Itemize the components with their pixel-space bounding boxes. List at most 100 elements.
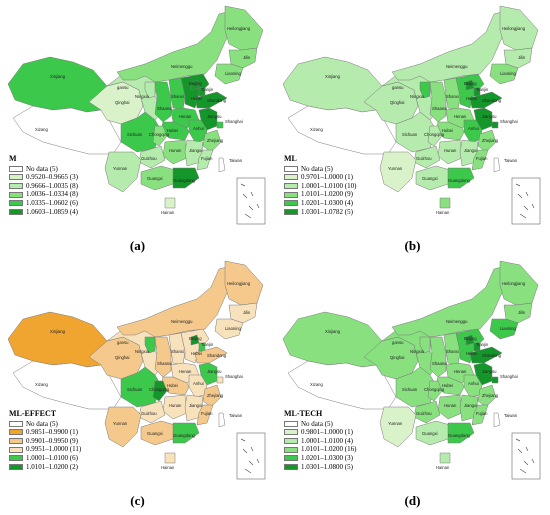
province-label-taiwan: Taiwan: [229, 158, 243, 163]
province-label-taiwan: Taiwan: [504, 158, 518, 163]
province-yunnan: [379, 406, 417, 448]
province-label-xizang: Xizang: [310, 127, 323, 132]
province-label-hunan: Hunan: [444, 148, 457, 153]
legend-label: 1.0201–1.0300 (4): [301, 198, 353, 207]
province-shaanxi: [429, 336, 447, 378]
legend-item: 1.0201–1.0300 (3): [284, 454, 356, 463]
inset-islands: [515, 183, 535, 219]
legend-label: 0.9801–1.0000 (1): [301, 428, 353, 437]
province-label-sichuan: Sichuan: [127, 132, 143, 137]
province-label-zhejiang: Zhejiang: [482, 393, 499, 398]
province-label-zhejiang: Zhejiang: [482, 138, 499, 143]
map-b: Heilongjiang Jilin Liaoning Neimenggu Xinjia…: [282, 5, 541, 225]
province-label-xizang: Xizang: [35, 127, 48, 132]
legend-item: 1.0001–1.0100 (10): [284, 182, 356, 191]
province-label-anhui: Anhui: [193, 381, 204, 386]
legend-swatch: [284, 183, 298, 190]
province-label-hainan: Hainan: [161, 210, 175, 215]
province-hainan: [164, 452, 176, 464]
province-ningxia: [419, 81, 431, 99]
legend-item: 1.0301–1.0782 (5): [284, 208, 356, 217]
legend-swatch: [284, 429, 298, 436]
province-label-henan: Henan: [179, 114, 192, 119]
legend-item: No data (5): [9, 165, 78, 174]
legend-label: 0.9951–1.0000 (11): [26, 445, 82, 454]
legend-c: ML-EFFECT No data (5) 0.9851–0.9900 (1) 0.…: [9, 409, 81, 472]
legend-swatch: [284, 438, 298, 445]
province-label-chongqing: Chongqing: [149, 387, 170, 392]
province-label-guizhou: Guizhou: [416, 411, 432, 416]
province-chongqing: [152, 380, 168, 402]
province-ningxia: [419, 336, 431, 354]
province-label-shanghai: Shanghai: [225, 374, 243, 379]
south-china-sea-inset: [511, 432, 541, 480]
province-label-beijing: Beijing: [189, 336, 202, 341]
province-label-beijing: Beijing: [189, 81, 202, 86]
legend-item: 0.9701–1.0000 (1): [284, 173, 356, 182]
legend-label: 0.9701–1.0000 (1): [301, 173, 353, 182]
legend-swatch: [9, 463, 23, 470]
province-label-tianjin: Tianjin: [201, 87, 214, 92]
legend-label: 1.0201–1.0300 (3): [301, 453, 353, 462]
province-label-jilin: Jilin: [243, 310, 251, 315]
inset-islands: [515, 438, 535, 474]
province-label-jiangxi: Jiangxi: [464, 148, 477, 153]
province-label-tianjin: Tianjin: [476, 87, 489, 92]
province-fujian: [196, 149, 214, 171]
province-label-xizang: Xizang: [35, 382, 48, 387]
province-taiwan: [493, 412, 501, 428]
legend-label: 0.9901–0.9950 (9): [26, 436, 78, 445]
legend-title-b: ML: [284, 154, 297, 163]
legend-swatch: [9, 420, 23, 427]
map-a: Heilongjiang Jilin Liaoning Neimenggu Xinjia…: [7, 5, 266, 225]
province-label-liaoning: Liaoning: [500, 326, 517, 331]
province-taiwan: [218, 412, 226, 428]
province-label-jilin: Jilin: [243, 55, 251, 60]
province-label-shaanxi: Shaanxi: [157, 361, 172, 366]
province-label-fujian: Fujian: [201, 411, 213, 416]
province-label-yunnan: Yunnan: [113, 166, 128, 171]
province-label-taiwan: Taiwan: [229, 413, 243, 418]
province-label-heilongjiang: Heilongjiang: [227, 26, 251, 31]
province-label-fujian: Fujian: [476, 411, 488, 416]
province-label-guangdong: Guangdong: [173, 433, 196, 438]
province-label-tianjin: Tianjin: [201, 342, 214, 347]
province-label-heilongjiang: Heilongjiang: [227, 281, 251, 286]
legend-swatch: [9, 438, 23, 445]
province-yunnan: [104, 406, 142, 448]
province-label-ningxia: Ningxia: [135, 349, 150, 354]
panel-label-b: (b): [404, 238, 421, 253]
inset-islands: [240, 183, 260, 219]
province-label-henan: Henan: [454, 369, 467, 374]
province-xizang: [12, 105, 122, 155]
legend-d: ML-TECH No data (5) 0.9801–1.0000 (1) 1.00…: [284, 409, 356, 471]
province-liaoning: [489, 63, 519, 85]
province-label-hunan: Hunan: [444, 403, 457, 408]
legend-swatch: [284, 455, 298, 462]
legend-label: 0.9520–0.9665 (3): [26, 173, 78, 182]
province-label-guangxi: Guangxi: [147, 431, 163, 436]
legend-item: 1.0101–1.0200 (9): [284, 190, 356, 199]
legend-rows-c: No data (5) 0.9851–0.9900 (1) 0.9901–0.995…: [9, 420, 81, 472]
province-label-hebei: Hebei: [191, 96, 202, 101]
map-c: Heilongjiang Jilin Liaoning Neimenggu Xinjia…: [7, 260, 266, 480]
province-taiwan: [493, 157, 501, 173]
province-label-shaanxi: Shaanxi: [157, 106, 172, 111]
province-label-jiangsu: Jiangsu: [482, 369, 497, 374]
legend-label: 1.0001–1.0100 (4): [301, 436, 353, 445]
legend-item: No data (5): [284, 165, 356, 174]
province-label-jiangxi: Jiangxi: [189, 148, 202, 153]
province-label-neimenggu: Neimenggu: [446, 319, 468, 324]
province-label-yunnan: Yunnan: [113, 421, 128, 426]
legend-rows-b: No data (5) 0.9701–1.0000 (1) 1.0001–1.010…: [284, 165, 356, 217]
province-label-gansu: gansu: [117, 85, 129, 90]
province-label-liaoning: Liaoning: [500, 71, 517, 76]
province-label-guangdong: Guangdong: [173, 178, 196, 183]
panel-label-c: (c): [130, 493, 145, 508]
province-label-shanxi: Shanxi: [446, 94, 459, 99]
province-label-jilin: Jilin: [518, 55, 526, 60]
province-label-shanghai: Shanghai: [500, 374, 518, 379]
inset-islands: [240, 438, 260, 474]
province-xizang: [287, 105, 397, 155]
legend-item: 1.0001–1.0100 (4): [284, 437, 356, 446]
